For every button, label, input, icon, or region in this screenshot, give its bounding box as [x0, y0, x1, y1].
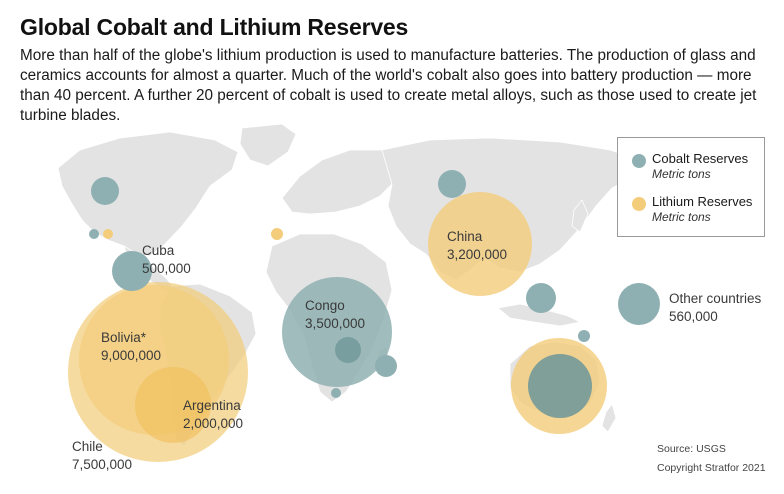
- label-china-value: 3,200,000: [447, 247, 507, 262]
- label-argentina-value: 2,000,000: [183, 416, 243, 431]
- label-congo-value: 3,500,000: [305, 316, 365, 331]
- lithium-swatch: [632, 197, 646, 211]
- legend-cobalt-label: Cobalt Reserves: [652, 151, 749, 166]
- bubble-southafrica-cobalt: [331, 388, 341, 398]
- label-china-name: China: [447, 229, 483, 244]
- chart-subtitle: More than half of the globe's lithium pr…: [20, 47, 757, 124]
- bubble-other-cobalt: [618, 283, 660, 325]
- bubble-congo-cobalt: [282, 277, 392, 387]
- label-other-value: 560,000: [669, 309, 718, 324]
- land-japan: [571, 199, 589, 233]
- label-bolivia-value: 9,000,000: [101, 348, 161, 363]
- legend-lithium-label: Lithium Reserves: [652, 194, 753, 209]
- copyright-note: Copyright Stratfor 2021: [657, 462, 766, 474]
- label-argentina-name: Argentina: [183, 398, 241, 413]
- bubble-portugal-lithium: [271, 228, 283, 240]
- land-new-zealand: [601, 403, 617, 433]
- cobalt-swatch: [632, 154, 646, 168]
- bubble-australia-cobalt: [528, 354, 592, 418]
- lithium-bubbles: [68, 192, 607, 462]
- bubble-newcaledonia-cobalt: [578, 330, 590, 342]
- cobalt-bubbles: [89, 170, 660, 418]
- label-chile-value: 7,500,000: [72, 457, 132, 472]
- bubble-cuba-cobalt: [112, 251, 152, 291]
- land-europe: [281, 149, 401, 215]
- bubble-philippines-cobalt: [526, 283, 556, 313]
- land-north-america: [57, 131, 239, 257]
- bubble-usa-cobalt: [89, 229, 99, 239]
- legend-lithium-unit: Metric tons: [652, 210, 711, 224]
- label-chile-name: Chile: [72, 439, 103, 454]
- bubble-usa-lithium: [103, 229, 113, 239]
- bubble-canada-cobalt: [91, 177, 119, 205]
- legend-cobalt-unit: Metric tons: [652, 167, 711, 181]
- legend: Cobalt Reserves Metric tons Lithium Rese…: [617, 137, 765, 237]
- bubble-argentina-lithium: [135, 367, 211, 443]
- chart-title: Global Cobalt and Lithium Reserves: [20, 14, 409, 40]
- bubble-russia-cobalt: [438, 170, 466, 198]
- label-cuba-value: 500,000: [142, 261, 191, 276]
- label-bolivia-name: Bolivia*: [101, 330, 147, 345]
- land-greenland: [239, 123, 297, 167]
- bubble-madagascar-cobalt: [375, 355, 397, 377]
- source-note: Source: USGS: [657, 443, 726, 455]
- label-congo-name: Congo: [305, 298, 345, 313]
- country-labels: Cuba 500,000 China 3,200,000 Congo 3,500…: [72, 229, 762, 472]
- label-cuba-name: Cuba: [142, 243, 175, 258]
- bubble-china-lithium: [428, 192, 532, 296]
- bubble-zambia-cobalt: [335, 337, 361, 363]
- label-other-name: Other countries: [669, 291, 762, 306]
